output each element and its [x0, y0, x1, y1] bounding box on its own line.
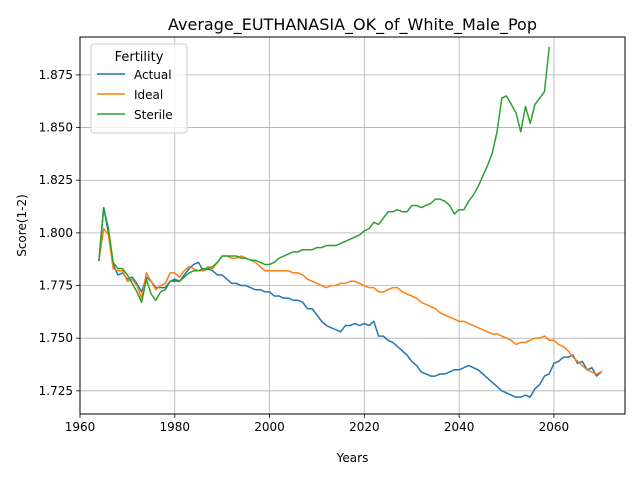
- y-tick-label: 1.875: [39, 68, 73, 82]
- x-axis-label: Years: [336, 451, 369, 465]
- grid-lines: [79, 37, 625, 414]
- legend-label-ideal: Ideal: [134, 88, 163, 102]
- legend-box: [90, 43, 188, 134]
- series-line-sterile: [98, 46, 550, 304]
- y-tick-label: 1.825: [39, 173, 73, 187]
- plot-frame: [79, 36, 626, 415]
- x-tick-label: 1960: [65, 420, 96, 434]
- y-tick-label: 1.750: [39, 331, 73, 345]
- y-tick-label: 1.725: [39, 384, 73, 398]
- series-line-actual: [98, 206, 603, 398]
- legend-label-actual: Actual: [134, 68, 172, 82]
- legend: Fertility Actual Ideal Sterile: [90, 43, 188, 134]
- y-tick-label: 1.850: [39, 121, 73, 135]
- chart-title: Average_EUTHANASIA_OK_of_White_Male_Pop: [168, 15, 537, 35]
- x-tick-label: 2020: [349, 420, 380, 434]
- y-tick-label: 1.800: [39, 226, 73, 240]
- legend-title: Fertility: [115, 50, 164, 65]
- y-tick-label: 1.775: [39, 279, 73, 293]
- series-layer: [98, 46, 603, 398]
- y-axis-label: Score(1-2): [15, 194, 29, 257]
- x-axis-ticks: 1960 1980 2000 2020 2040 2060: [65, 414, 569, 434]
- legend-label-sterile: Sterile: [134, 108, 173, 122]
- x-tick-label: 1980: [160, 420, 191, 434]
- series-line-ideal: [98, 227, 603, 375]
- x-tick-label: 2060: [539, 420, 570, 434]
- x-tick-label: 2040: [444, 420, 475, 434]
- legend-entries: Actual Ideal Sterile: [97, 68, 173, 122]
- y-axis-ticks: 1.725 1.750 1.775 1.800 1.825 1.850 1.875: [39, 68, 80, 398]
- x-tick-label: 2000: [254, 420, 285, 434]
